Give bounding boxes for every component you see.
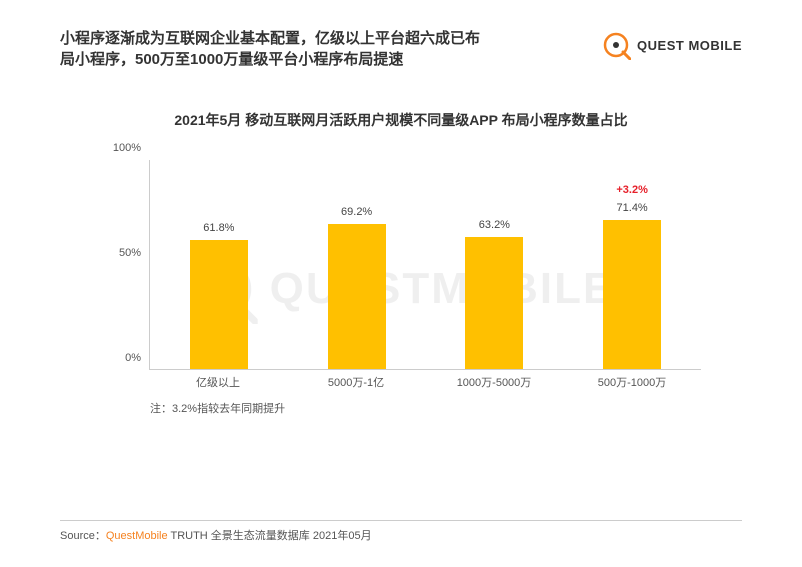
bar-slot: +3.2% 71.4%: [563, 160, 701, 369]
chart-title: 2021年5月 移动互联网月活跃用户规模不同量级APP 布局小程序数量占比: [60, 110, 742, 130]
source-brand: QuestMobile: [106, 530, 168, 542]
page: 小程序逐渐成为互联网企业基本配置，亿级以上平台超六成已布 局小程序，500万至1…: [0, 0, 802, 567]
bar-value-label: 69.2%: [341, 206, 372, 218]
questmobile-logo-icon: [601, 30, 631, 60]
bar-value-label: 71.4%: [617, 202, 648, 214]
y-tick: 100%: [113, 142, 141, 154]
bar-chart: QUESTMOBILE 0% 50% 100% 61.8% 69.2% 63.2…: [101, 160, 701, 390]
bar-slot: 61.8%: [150, 160, 288, 369]
header-row: 小程序逐渐成为互联网企业基本配置，亿级以上平台超六成已布 局小程序，500万至1…: [60, 28, 742, 70]
bar: 61.8%: [190, 240, 248, 369]
bar-slot: 69.2%: [288, 160, 426, 369]
x-label: 1000万-5000万: [425, 370, 563, 390]
x-label: 亿级以上: [149, 370, 287, 390]
bar: 63.2%: [465, 237, 523, 369]
page-title: 小程序逐渐成为互联网企业基本配置，亿级以上平台超六成已布 局小程序，500万至1…: [60, 28, 480, 70]
source-rest: TRUTH 全景生态流量数据库 2021年05月: [168, 530, 372, 542]
bar: +3.2% 71.4%: [603, 220, 661, 369]
bar-slot: 63.2%: [426, 160, 564, 369]
y-axis: 0% 50% 100%: [101, 160, 149, 370]
bar: 69.2%: [328, 224, 386, 369]
chart-note: 注：3.2%指较去年同期提升: [150, 400, 742, 416]
plot-area: 61.8% 69.2% 63.2% +3.2% 71.4%: [149, 160, 701, 370]
brand-logo-text: QUEST MOBILE: [637, 38, 742, 53]
source-line: Source：QuestMobile TRUTH 全景生态流量数据库 2021年…: [60, 520, 742, 543]
x-axis: 亿级以上 5000万-1亿 1000万-5000万 500万-1000万: [149, 370, 701, 390]
title-line-1: 小程序逐渐成为互联网企业基本配置，亿级以上平台超六成已布: [60, 30, 480, 47]
title-line-2: 局小程序，500万至1000万量级平台小程序布局提速: [60, 51, 403, 68]
x-label: 500万-1000万: [563, 370, 701, 390]
brand-logo: QUEST MOBILE: [601, 30, 742, 60]
bar-value-label: 63.2%: [479, 219, 510, 231]
y-tick: 0%: [125, 352, 141, 364]
y-tick: 50%: [119, 247, 141, 259]
source-prefix: Source：: [60, 530, 106, 542]
bar-delta-label: +3.2%: [616, 184, 648, 196]
x-label: 5000万-1亿: [287, 370, 425, 390]
bar-value-label: 61.8%: [203, 222, 234, 234]
